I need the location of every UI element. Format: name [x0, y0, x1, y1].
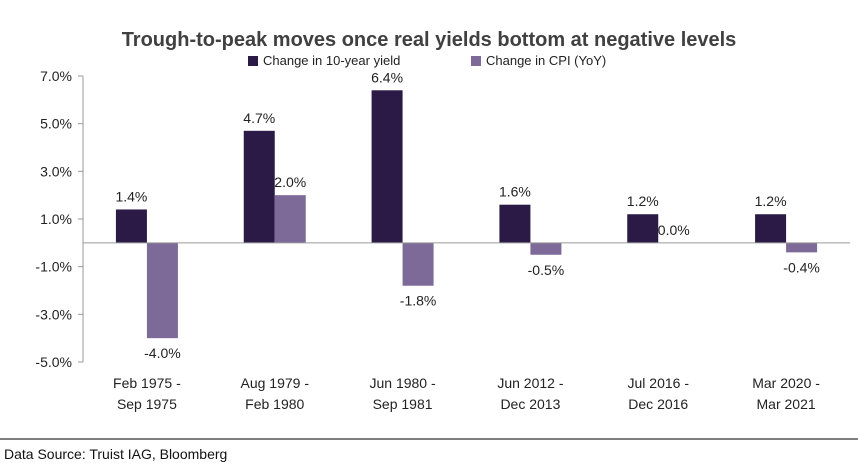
category-labels: Feb 1975 - Sep 1975 Aug 1979 - Feb 1980 Jun … — [113, 375, 820, 412]
legend: Change in 10-year yield Change in CPI (Y… — [248, 53, 606, 68]
bar-cpi — [274, 195, 306, 243]
category-label: Mar 2020 - — [752, 375, 820, 391]
data-labels: 1.4% -4.0% 4.7% 2.0% 6.4% -1.8% 1.6% -0.5% 1.2% 0… — [115, 69, 819, 361]
y-tick-label: -5.0% — [35, 354, 72, 370]
category-label: Feb 1980 — [245, 396, 304, 412]
data-label-cpi: -4.0% — [144, 345, 181, 361]
data-label-yield: 4.7% — [243, 110, 275, 126]
bar-10y-yield — [243, 130, 275, 243]
category-label: Dec 2013 — [500, 396, 560, 412]
bar-10y-yield — [499, 204, 531, 243]
y-tick-label: -1.0% — [35, 259, 72, 275]
data-label-yield: 1.6% — [499, 184, 531, 200]
data-label-yield: 1.4% — [115, 188, 147, 204]
data-source: Data Source: Truist IAG, Bloomberg — [4, 446, 227, 462]
y-tick-label: 5.0% — [40, 116, 72, 132]
bar-cpi — [786, 242, 818, 253]
bar-cpi — [530, 242, 562, 255]
data-label-cpi: -1.8% — [400, 293, 437, 309]
y-tick-label: 1.0% — [40, 211, 72, 227]
category-label: Sep 1975 — [117, 396, 177, 412]
category-label: Feb 1975 - — [113, 375, 181, 391]
category-label: Sep 1981 — [373, 396, 433, 412]
bar-10y-yield — [627, 214, 659, 243]
category-label: Mar 2021 — [757, 396, 816, 412]
category-label: Jun 2012 - — [497, 375, 563, 391]
legend-label-yield: Change in 10-year yield — [263, 53, 400, 68]
data-label-yield: 1.2% — [755, 193, 787, 209]
category-label: Jun 1980 - — [369, 375, 435, 391]
bar-10y-yield — [755, 214, 787, 243]
data-label-cpi: 2.0% — [274, 174, 306, 190]
y-tick-label: 3.0% — [40, 163, 72, 179]
category-label: Dec 2016 — [628, 396, 688, 412]
bar-cpi — [402, 242, 434, 286]
data-label-cpi: -0.5% — [528, 262, 565, 278]
chart-title: Trough-to-peak moves once real yields bo… — [122, 29, 737, 51]
legend-swatch-cpi — [471, 56, 481, 66]
y-axis: 7.0% 5.0% 3.0% 1.0% -1.0% -3.0% -5.0% — [35, 68, 84, 370]
data-label-yield: 1.2% — [627, 193, 659, 209]
bar-10y-yield — [115, 209, 147, 243]
y-tick-label: 7.0% — [40, 68, 72, 84]
bars — [115, 90, 818, 339]
data-label-cpi: -0.4% — [783, 259, 820, 275]
bar-cpi — [146, 242, 178, 339]
bar-10y-yield — [371, 90, 403, 243]
y-tick-label: -3.0% — [35, 306, 72, 322]
data-label-cpi: 0.0% — [658, 222, 690, 238]
category-label: Aug 1979 - — [241, 375, 310, 391]
data-label-yield: 6.4% — [371, 69, 403, 85]
category-label: Jul 2016 - — [628, 375, 690, 391]
legend-swatch-yield — [248, 56, 258, 66]
legend-label-cpi: Change in CPI (YoY) — [486, 53, 606, 68]
